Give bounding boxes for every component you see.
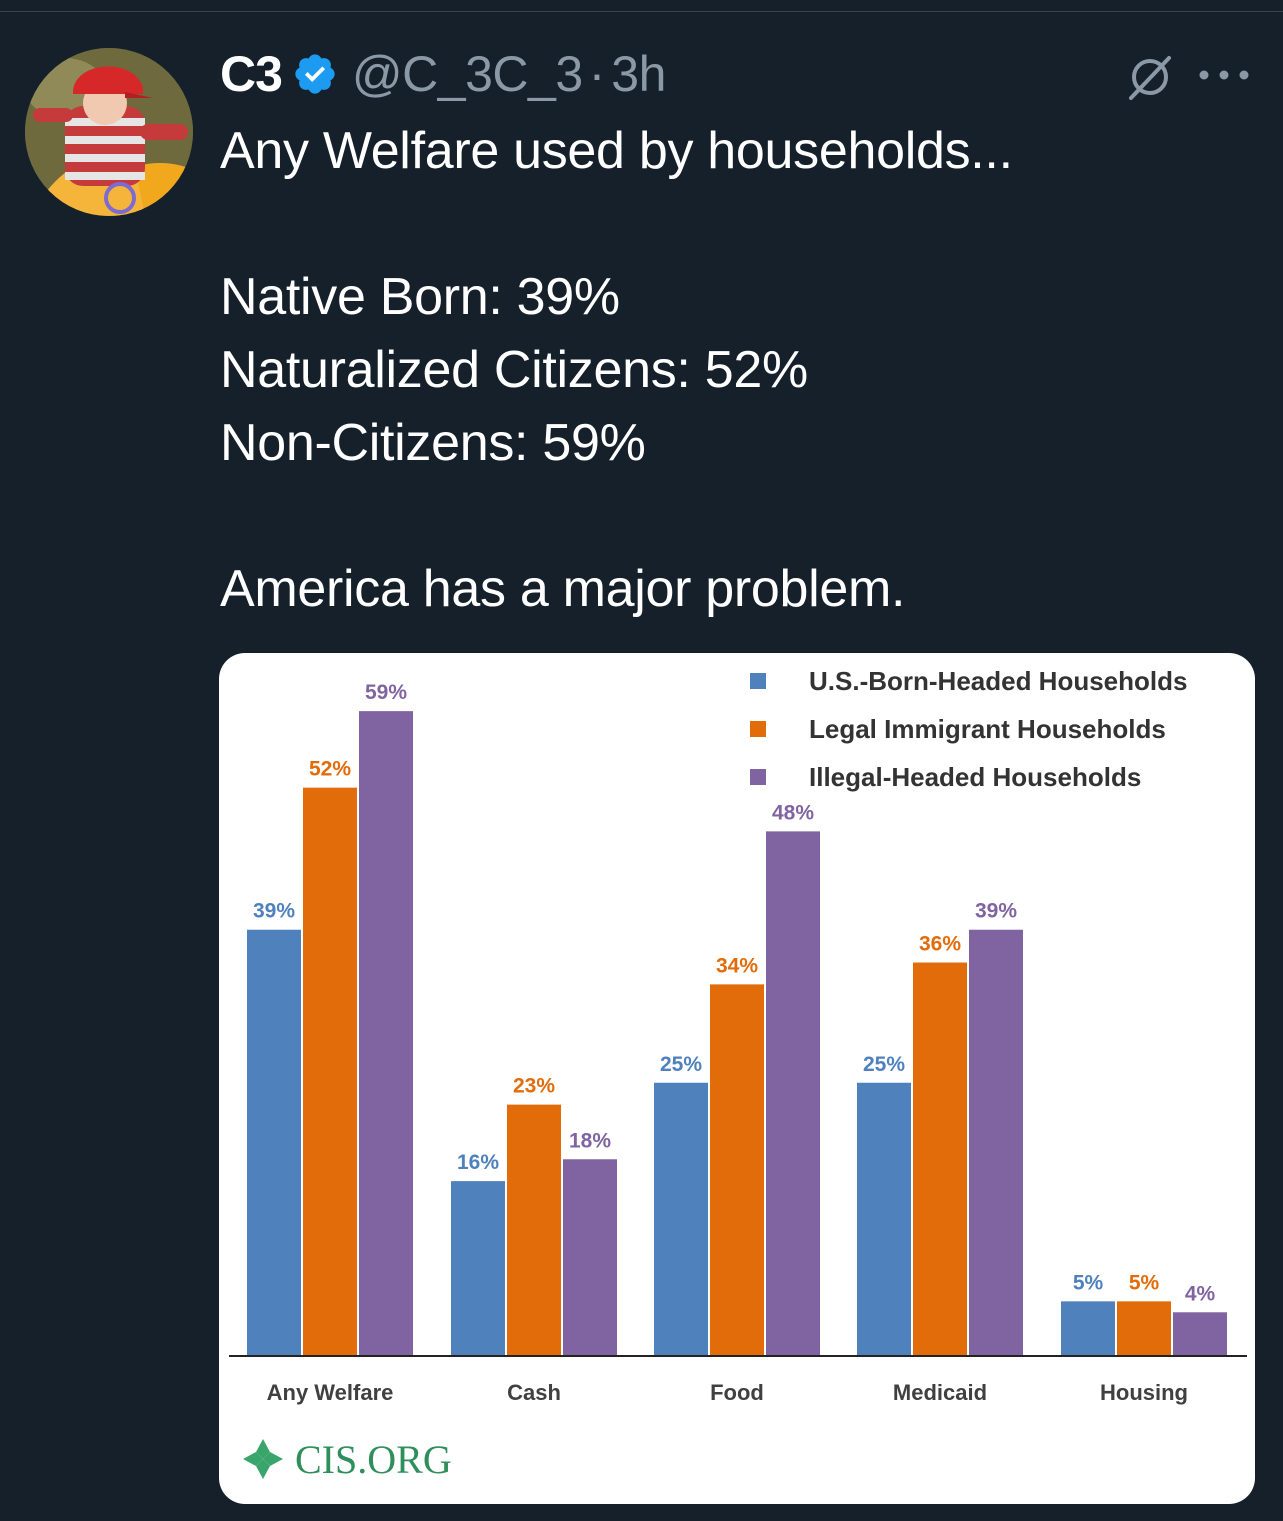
bar-value-label: 39% bbox=[975, 900, 1017, 923]
tweet-line: Native Born: 39% bbox=[220, 268, 620, 326]
bar-food-2 bbox=[766, 831, 820, 1356]
tweet-line: Naturalized Citizens: 52% bbox=[220, 341, 808, 399]
tweet-line: America has a major problem. bbox=[220, 560, 906, 618]
avatar-image bbox=[25, 48, 193, 216]
bar-housing-0 bbox=[1061, 1301, 1115, 1356]
bar-medicaid-0 bbox=[857, 1082, 911, 1356]
user-handle[interactable]: @C_3C_3 bbox=[351, 46, 583, 102]
tweet-header: C3 @C_3C_3 · 3h bbox=[220, 44, 666, 104]
bar-any-welfare-0 bbox=[247, 929, 301, 1356]
bar-value-label: 5% bbox=[1129, 1271, 1160, 1294]
bar-value-label: 4% bbox=[1185, 1282, 1216, 1305]
tweet-line-blank bbox=[220, 188, 1260, 261]
category-label: Food bbox=[710, 1380, 764, 1405]
bar-value-label: 25% bbox=[660, 1053, 702, 1076]
display-name[interactable]: C3 bbox=[220, 46, 283, 102]
bar-value-label: 5% bbox=[1073, 1271, 1104, 1294]
bar-medicaid-2 bbox=[969, 929, 1023, 1356]
chart-bar-labels: 39% 52% 59% 16% 23% 18% 25% 34% 48% 25% 36% 39% 5% 5%… bbox=[253, 681, 1216, 1305]
category-label: Medicaid bbox=[893, 1380, 987, 1405]
bar-food-1 bbox=[710, 984, 764, 1356]
profile-avatar[interactable] bbox=[25, 48, 193, 216]
legend-entry: Legal Immigrant Households bbox=[809, 714, 1166, 744]
bar-value-label: 48% bbox=[772, 801, 814, 824]
welfare-bar-chart: U.S.-Born-Headed Households Legal Immigra… bbox=[229, 666, 1247, 1482]
legend-entry: Illegal-Headed Households bbox=[809, 762, 1141, 792]
legend-entry: U.S.-Born-Headed Households bbox=[809, 666, 1187, 696]
bar-any-welfare-1 bbox=[303, 787, 357, 1356]
cis-logo-icon bbox=[243, 1439, 283, 1479]
bar-value-label: 16% bbox=[457, 1151, 499, 1174]
bar-medicaid-1 bbox=[913, 962, 967, 1356]
chart-category-labels: Any Welfare Cash Food Medicaid Housing bbox=[267, 1380, 1188, 1405]
more-options-icon[interactable] bbox=[1195, 60, 1253, 90]
bar-housing-1 bbox=[1117, 1301, 1171, 1356]
grok-icon[interactable] bbox=[1125, 52, 1175, 102]
legend-swatch bbox=[750, 721, 766, 737]
bar-value-label: 23% bbox=[513, 1075, 555, 1098]
separator-dot: · bbox=[588, 46, 606, 102]
legend-swatch bbox=[750, 769, 766, 785]
bar-value-label: 34% bbox=[716, 954, 758, 977]
bar-value-label: 25% bbox=[863, 1053, 905, 1076]
bar-cash-2 bbox=[563, 1159, 617, 1356]
tweet-time[interactable]: 3h bbox=[611, 46, 666, 102]
tweet-media-image[interactable]: U.S.-Born-Headed Households Legal Immigra… bbox=[219, 653, 1255, 1504]
verified-badge-icon bbox=[292, 51, 338, 97]
bar-any-welfare-2 bbox=[359, 711, 413, 1356]
legend-swatch bbox=[750, 673, 766, 689]
bar-value-label: 39% bbox=[253, 900, 295, 923]
cis-logo-text: CIS.ORG bbox=[295, 1437, 452, 1482]
top-divider bbox=[0, 11, 1283, 12]
bar-food-0 bbox=[654, 1082, 708, 1356]
bar-value-label: 52% bbox=[309, 758, 351, 781]
chart-bars bbox=[247, 711, 1227, 1356]
bar-cash-1 bbox=[507, 1104, 561, 1356]
category-label: Any Welfare bbox=[267, 1380, 394, 1405]
tweet-line-blank bbox=[220, 480, 1260, 553]
bar-value-label: 18% bbox=[569, 1129, 611, 1152]
tweet-line: Any Welfare used by households... bbox=[220, 122, 1013, 180]
bar-housing-2 bbox=[1173, 1312, 1227, 1356]
category-label: Cash bbox=[507, 1380, 561, 1405]
bar-value-label: 59% bbox=[365, 681, 407, 704]
bar-value-label: 36% bbox=[919, 933, 961, 956]
chart-legend: U.S.-Born-Headed Households Legal Immigra… bbox=[750, 666, 1187, 792]
category-label: Housing bbox=[1100, 1380, 1188, 1405]
bar-cash-0 bbox=[451, 1181, 505, 1356]
tweet-text: Any Welfare used by households... Native… bbox=[220, 115, 1260, 626]
tweet-line: Non-Citizens: 59% bbox=[220, 414, 646, 472]
